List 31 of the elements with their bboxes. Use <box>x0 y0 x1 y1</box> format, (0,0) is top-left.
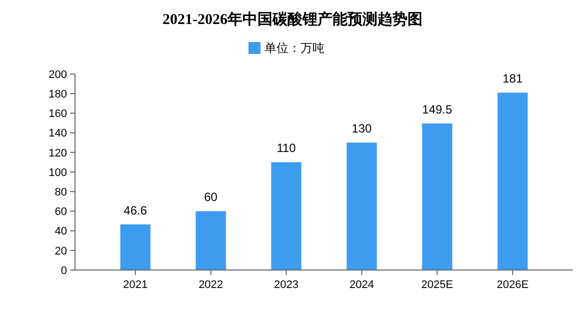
y-tick-label: 20 <box>54 245 67 258</box>
y-tick-label: 160 <box>48 108 67 120</box>
text: 130 <box>352 122 372 136</box>
text: 60 <box>204 190 218 204</box>
y-tick-label: 80 <box>54 186 67 198</box>
chart-title: 2021-2026年中国碳酸锂产能预测趋势图 <box>162 11 422 28</box>
y-tick-label: 100 <box>48 166 67 179</box>
y-tick-label: 140 <box>48 128 67 140</box>
text: 46.6 <box>124 203 148 218</box>
text: 110 <box>276 141 296 156</box>
y-tick-label: 120 <box>48 147 67 160</box>
x-tick-label: 2022 <box>198 279 224 291</box>
y-tick-label: 40 <box>54 226 67 238</box>
y-tick-label: 0 <box>60 264 67 277</box>
x-tick-label: 2023 <box>274 279 299 291</box>
bar <box>498 92 528 270</box>
bar <box>422 123 452 270</box>
bar <box>196 211 226 270</box>
y-tick-label: 60 <box>54 206 67 218</box>
legend-label: 单位：万吨 <box>264 41 324 55</box>
x-tick-label: 2025E <box>421 279 454 291</box>
bar <box>346 142 377 270</box>
y-tick-label: 200 <box>48 68 67 81</box>
x-tick-label: 2026E <box>496 279 529 291</box>
x-tick-label: 2024 <box>349 279 374 291</box>
bar <box>271 162 302 270</box>
x-tick-label: 2021 <box>123 279 148 291</box>
bar <box>120 224 150 270</box>
text: 181 <box>502 72 523 86</box>
text: 149.5 <box>422 102 452 116</box>
y-tick-label: 180 <box>48 88 67 100</box>
